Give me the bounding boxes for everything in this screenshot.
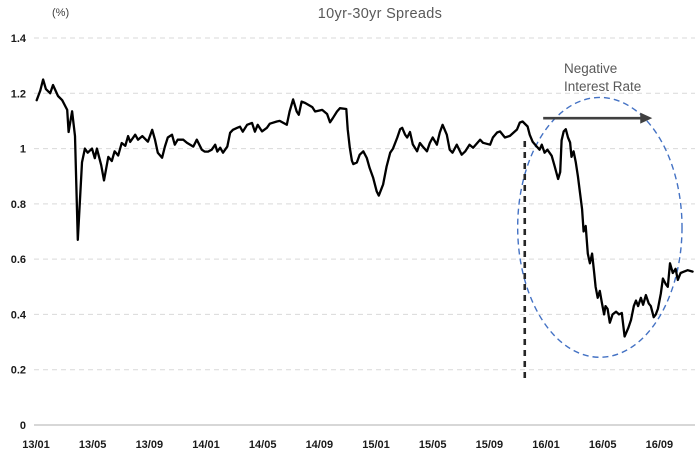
y-tick-label: 1 [20,144,26,156]
x-tick-label: 16/01 [532,439,560,451]
x-tick-label: 14/05 [249,439,277,451]
y-tick-label: 0 [20,420,26,432]
trend-arrow-head [640,112,653,124]
y-axis-unit-label: (%) [52,7,70,19]
y-tick-label: 0.8 [11,199,26,211]
x-tick-label: 13/09 [136,439,164,451]
y-tick-label: 0.2 [11,365,26,377]
x-tick-label: 15/05 [419,439,447,451]
x-tick-label: 16/09 [646,439,674,451]
annotation-negative-interest-rate: Negative Interest Rate [564,60,641,96]
x-tick-label: 14/09 [306,439,334,451]
chart-title: 10yr-30yr Spreads [317,6,443,22]
x-tick-label: 16/05 [589,439,617,451]
x-tick-label: 15/01 [362,439,390,451]
x-tick-label: 13/01 [22,439,50,451]
y-tick-label: 1.2 [11,88,26,100]
x-tick-label: 13/05 [79,439,107,451]
x-tick-label: 14/01 [192,439,220,451]
y-tick-label: 0.6 [11,254,26,266]
y-tick-label: 1.4 [11,33,27,45]
spread-line [35,78,694,338]
y-tick-label: 0.4 [11,309,27,321]
x-tick-label: 15/09 [476,439,504,451]
annotation-line-1: Negative [564,61,618,76]
annotation-line-2: Interest Rate [564,79,642,94]
highlight-ellipse [516,96,683,358]
